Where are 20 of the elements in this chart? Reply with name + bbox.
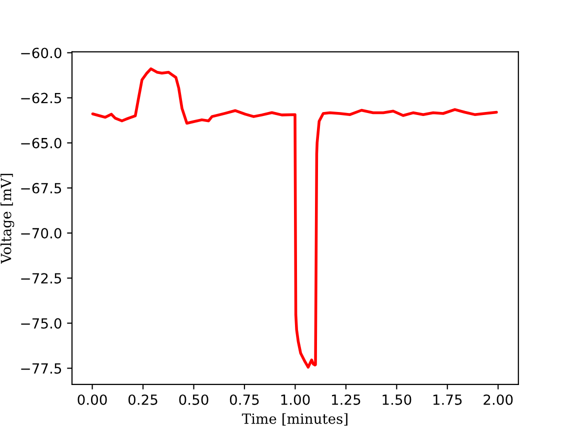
x-tick-label: 1.25 [332, 394, 360, 405]
x-axis-title: Time [minutes] [242, 413, 348, 426]
y-axis-title: Voltage [mV] [0, 174, 14, 264]
x-tick-label: 0.75 [230, 394, 259, 405]
x-tick-label: 0.25 [128, 394, 158, 405]
x-tick-label: 0.00 [78, 394, 107, 405]
y-tick-label: −75.0 [21, 318, 62, 329]
y-tick-label: −70.0 [21, 228, 62, 239]
x-tick-label: 1.00 [281, 394, 310, 405]
x-tick-label: 0.50 [179, 394, 208, 405]
line-series [91, 67, 498, 369]
y-tick-label: −62.5 [21, 92, 62, 104]
y-tick-label: −72.5 [21, 273, 62, 284]
y-tick-label: −67.5 [21, 182, 62, 194]
x-tick-label: 2.00 [484, 394, 513, 405]
y-tick-label: −65.0 [21, 138, 62, 148]
y-tick-label: −60.0 [21, 48, 62, 58]
x-tick-label: 1.75 [433, 394, 462, 405]
y-tick-label: −77.5 [21, 363, 62, 374]
x-tick-label: 1.50 [382, 394, 412, 405]
